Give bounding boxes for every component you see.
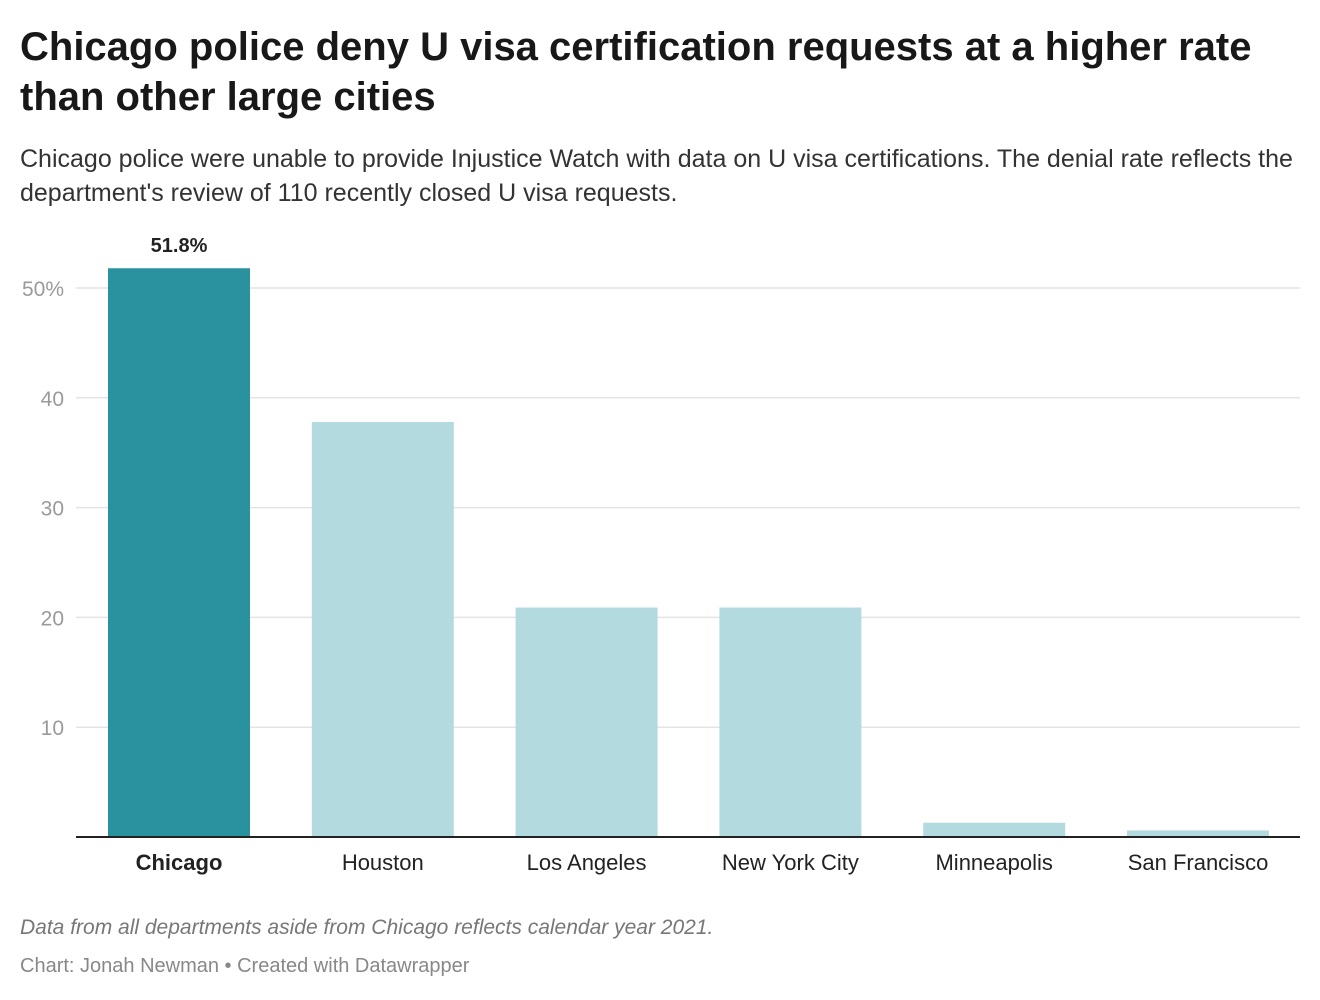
bar-san-francisco xyxy=(1127,830,1269,837)
y-tick-label: 50% xyxy=(22,278,64,301)
chart-credit: Chart: Jonah Newman • Created with Dataw… xyxy=(20,955,470,977)
x-tick-label: Chicago xyxy=(136,850,223,875)
x-tick-label: Houston xyxy=(342,850,424,875)
bar-los-angeles xyxy=(515,607,658,837)
bar-houston xyxy=(311,421,454,837)
bar-chicago xyxy=(108,268,250,838)
y-tick-label: 30 xyxy=(41,498,64,521)
y-tick-label: 20 xyxy=(41,607,64,630)
x-tick-label: Los Angeles xyxy=(527,850,647,875)
y-tick-label: 40 xyxy=(41,388,64,411)
bar-new-york-city xyxy=(719,607,862,837)
x-tick-label: Minneapolis xyxy=(935,850,1052,875)
x-tick-label: San Francisco xyxy=(1128,850,1269,875)
chart-note: Data from all departments aside from Chi… xyxy=(20,916,714,939)
chart-title: Chicago police deny U visa certification… xyxy=(20,25,1252,119)
y-tick-label: 10 xyxy=(41,717,64,740)
bar-minneapolis xyxy=(923,822,1066,837)
bar-chart: 10 20 30 40 50% Chicago 51.8% Houston Los Angele… xyxy=(22,235,1300,875)
chart-subtitle: Chicago police were unable to provide In… xyxy=(20,145,1293,207)
data-label: 51.8% xyxy=(151,235,208,257)
x-tick-label: New York City xyxy=(722,850,859,875)
